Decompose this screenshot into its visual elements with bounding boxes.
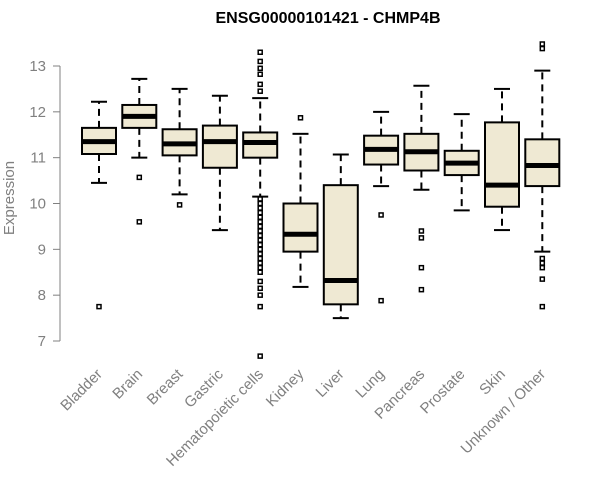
y-tick-label: 7: [38, 333, 46, 350]
outlier-point: [257, 209, 263, 216]
outlier-point: [136, 174, 143, 181]
outlier-point: [257, 71, 263, 77]
y-tick-label: 12: [29, 104, 46, 121]
outlier-point: [539, 276, 546, 282]
x-tick-label: Brain: [109, 366, 146, 403]
iqr-box: [484, 121, 520, 208]
box-bladder: [81, 100, 117, 310]
y-axis: 7 8 9 10 11 12 13: [29, 58, 61, 350]
outlier-point: [257, 49, 263, 55]
outlier-point: [257, 81, 263, 88]
outlier-point: [257, 237, 263, 243]
box-brain: [121, 77, 158, 225]
outlier-point: [257, 88, 263, 94]
outlier-point: [257, 255, 263, 262]
box-kidney: [282, 115, 319, 288]
outlier-point: [257, 232, 263, 239]
outlier-point: [257, 228, 263, 234]
outlier-point: [378, 297, 384, 304]
outlier-point: [257, 219, 263, 225]
x-tick-label: Liver: [313, 366, 348, 401]
x-tick-label: Breast: [144, 365, 187, 408]
outlier-point: [257, 264, 263, 271]
outlier-point: [257, 58, 263, 65]
iqr-box: [524, 138, 561, 188]
outlier-point: [257, 242, 263, 248]
outlier-point: [257, 223, 263, 230]
outlier-point: [418, 286, 425, 293]
outlier-point: [136, 219, 143, 225]
y-axis-label: Expression: [1, 161, 18, 235]
x-tick-label: Kidney: [263, 365, 308, 410]
x-tick-label: Prostate: [417, 366, 469, 418]
outlier-point: [539, 255, 546, 262]
outlier-point: [257, 200, 263, 207]
y-tick-label: 13: [29, 58, 46, 75]
outlier-point: [539, 41, 546, 47]
outlier-point: [539, 45, 546, 52]
outlier-point: [257, 260, 263, 266]
outlier-point: [297, 115, 304, 121]
outlier-point: [418, 264, 425, 271]
x-tick-label: Skin: [476, 366, 509, 399]
x-tick-label: Lung: [352, 366, 388, 402]
outlier-point: [418, 228, 425, 234]
box-gastric: [201, 94, 238, 232]
boxes-group: [81, 41, 561, 359]
outlier-point: [96, 303, 102, 310]
box-lung: [363, 110, 400, 304]
box-hematopoietic-cells: [242, 49, 279, 359]
outlier-point: [257, 303, 263, 310]
outlier-point: [257, 285, 263, 292]
outlier-point: [257, 251, 263, 257]
outlier-point: [539, 260, 546, 266]
box-prostate: [443, 113, 480, 212]
chart-title: ENSG00000101421 - CHMP4B: [215, 10, 440, 27]
y-tick-label: 10: [29, 196, 46, 213]
iqr-box: [282, 202, 319, 253]
y-tick-label: 8: [38, 287, 46, 304]
outlier-point: [257, 205, 263, 211]
outlier-point: [539, 303, 546, 310]
box-liver: [322, 153, 359, 320]
box-breast: [161, 87, 198, 208]
outlier-point: [257, 196, 263, 202]
y-tick-label: 9: [38, 241, 46, 258]
y-tick-label: 11: [30, 150, 46, 167]
box-skin: [484, 87, 520, 232]
outlier-point: [257, 269, 263, 275]
outlier-point: [257, 246, 263, 253]
box-pancreas: [403, 84, 440, 293]
iqr-box: [242, 131, 279, 159]
outlier-point: [176, 202, 183, 208]
outlier-point: [257, 292, 263, 298]
iqr-box: [322, 184, 359, 306]
iqr-box: [201, 124, 238, 169]
outlier-point: [378, 212, 384, 218]
x-tick-label: Bladder: [57, 366, 106, 415]
outlier-point: [539, 264, 546, 271]
outlier-point: [257, 214, 263, 220]
outlier-point: [418, 235, 425, 241]
box-unknown-other: [524, 41, 561, 310]
outlier-point: [257, 278, 263, 285]
outlier-point: [257, 65, 263, 72]
outlier-point: [257, 353, 263, 359]
